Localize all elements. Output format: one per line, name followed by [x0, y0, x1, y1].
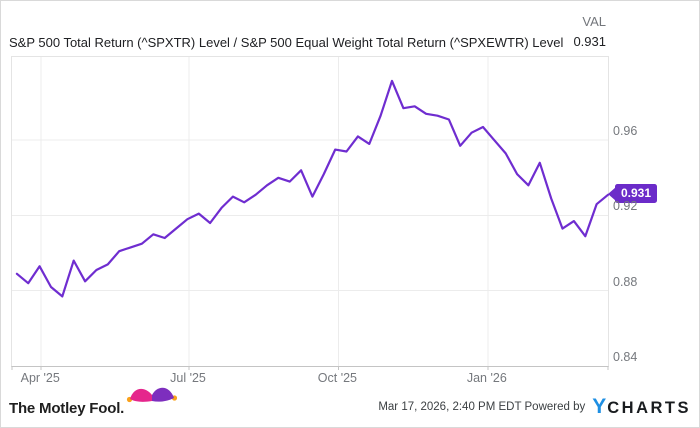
last-value-badge: 0.931: [608, 184, 657, 204]
y-axis-label: 0.96: [613, 124, 638, 139]
plot-area[interactable]: [11, 56, 610, 370]
ycharts-logo[interactable]: Y CHARTS: [592, 395, 691, 419]
ycharts-wordmark: CHARTS: [607, 399, 691, 417]
ycharts-y-mark: Y: [592, 395, 608, 418]
val-column-value: 0.931: [573, 34, 606, 49]
y-axis-label: 0.92: [613, 199, 638, 214]
footer: The Motley Fool. Mar 17, 2026, 2:40 PM E…: [1, 385, 699, 427]
timestamp: Mar 17, 2026, 2:40 PM EDT Powered by: [378, 401, 586, 413]
chart-title: S&P 500 Total Return (^SPXTR) Level / S&…: [9, 35, 564, 50]
y-axis-label: 0.88: [613, 274, 638, 289]
x-axis-label: Oct '25: [317, 371, 358, 385]
x-axis-label: Jan '26: [466, 371, 507, 385]
jester-hat-icon: [126, 385, 178, 408]
data-line: [15, 79, 610, 298]
footer-stamp: Mar 17, 2026, 2:40 PM EDT Powered by Y CH…: [378, 395, 691, 419]
motley-fool-wordmark: The Motley Fool.: [9, 400, 125, 417]
x-axis-label: Jul '25: [170, 371, 206, 385]
motley-fool-logo: The Motley Fool.: [9, 387, 178, 418]
val-column-header: VAL: [582, 14, 606, 29]
x-axis-label: Apr '25: [20, 371, 60, 385]
y-axis-label: 0.84: [613, 350, 638, 364]
